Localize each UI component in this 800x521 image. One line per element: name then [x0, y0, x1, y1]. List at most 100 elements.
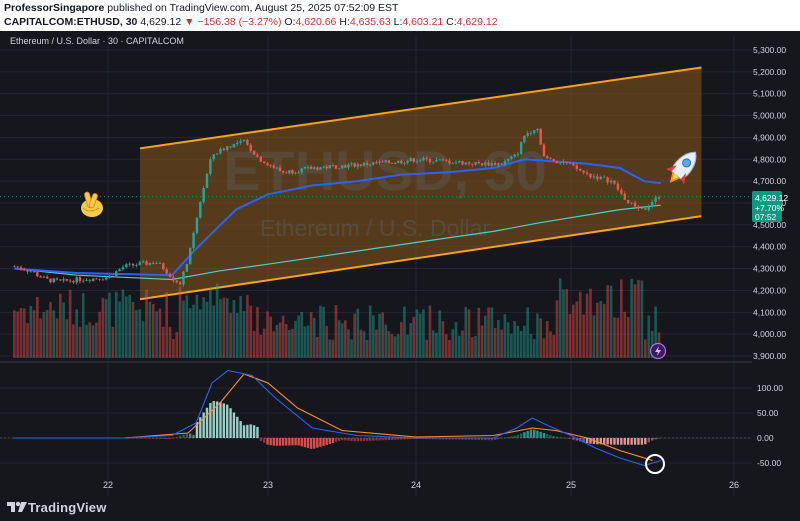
channel[interactable] [139, 66, 702, 301]
volume-bar [545, 320, 549, 358]
macd-histogram-bar [219, 402, 222, 438]
candle-body [458, 161, 461, 163]
price-tick-label: 4,400.00 [753, 242, 786, 252]
volume-bar [454, 321, 458, 358]
volume-bar [444, 334, 448, 358]
candle-body [232, 143, 236, 148]
macd-histogram-bar [480, 438, 484, 441]
candle-body [438, 159, 441, 161]
volume-bar [175, 331, 179, 358]
macd-histogram-bar [572, 438, 575, 440]
volume-bar [412, 317, 416, 358]
macd-histogram-bar [319, 438, 322, 447]
candle-body [72, 280, 75, 283]
moving-averages [0, 158, 752, 281]
volume-bar [526, 307, 529, 358]
candle-body [422, 157, 425, 161]
macd-histogram-bar [523, 432, 526, 438]
volume-bar [575, 301, 579, 358]
candle-body [409, 158, 412, 162]
macd-histogram-bar [306, 438, 310, 449]
volume-bar [616, 317, 620, 358]
volume-bar [606, 285, 609, 358]
macd-histogram-bar [215, 401, 219, 438]
macd-histogram-bar [575, 438, 579, 441]
chart-area[interactable]: ETHUSD, 30 Ethereum / U.S. Dollar 5,300.… [0, 31, 800, 496]
volume-bar [457, 335, 461, 358]
time-axis[interactable]: 22 23 24 25 26 [103, 480, 739, 490]
volume-bar [406, 334, 409, 358]
volume-bar [188, 308, 192, 358]
macd-histogram-bar [246, 424, 249, 438]
macd-histogram-bar [493, 438, 497, 440]
candle-body [300, 168, 303, 173]
volume-bar [340, 323, 344, 358]
candle-body [45, 276, 49, 279]
macd-histogram-bar [471, 438, 474, 440]
macd-histogram-bar [209, 403, 212, 438]
volume-bar [500, 329, 503, 358]
macd-histogram-bar [285, 438, 288, 446]
candle-body [158, 263, 162, 264]
candle-body [589, 173, 592, 178]
macd-line [14, 369, 661, 467]
price-axis[interactable]: 5,300.00 5,200.00 5,100.00 5,000.00 4,900.00… [753, 45, 786, 468]
candle-body [319, 167, 322, 170]
macd-histogram-bar [337, 438, 341, 442]
macd-histogram-bar [431, 438, 435, 440]
volume-histogram [13, 278, 661, 358]
lightning-icon[interactable] [649, 342, 667, 360]
candle-body [441, 159, 445, 161]
candle-body [26, 270, 29, 272]
macd-histogram-bar [606, 438, 609, 445]
macd-histogram-bar [582, 438, 585, 443]
volume-bar [95, 322, 98, 358]
publisher-name[interactable]: ProfessorSingapore [4, 2, 105, 14]
candle-body [477, 161, 481, 164]
candle-body [291, 170, 294, 174]
candle-body [242, 139, 246, 142]
volume-bar [252, 331, 256, 358]
volume-bar [114, 291, 118, 358]
macd-histogram-bar [412, 438, 415, 439]
volume-bar [415, 309, 419, 358]
candle-body [526, 133, 529, 136]
price-tick-label: 4,100.00 [753, 307, 786, 317]
candle-body [32, 271, 36, 273]
macd-histogram-bar [626, 438, 630, 445]
time-tick-label: 26 [729, 480, 739, 490]
candle-body [209, 159, 212, 174]
channel-upper-line[interactable] [139, 66, 702, 150]
macd-histogram-bar [316, 438, 319, 448]
candle-body [212, 154, 215, 160]
macd-histogram-bar [526, 430, 529, 438]
candle-body [125, 264, 128, 268]
channel-lower-line[interactable] [139, 215, 702, 301]
volume-bar [516, 325, 520, 358]
volume-bar [182, 300, 185, 358]
candle-body [115, 271, 118, 277]
macd-histogram-bar [239, 421, 242, 438]
macd-signal-line [14, 373, 653, 462]
volume-bar [198, 309, 202, 358]
volume-bar [589, 288, 592, 358]
macd-histogram-bar [451, 438, 454, 440]
macd-histogram-bar [155, 438, 158, 439]
macd-histogram-bar [272, 438, 275, 446]
candle-body [148, 262, 152, 265]
price-tick-label: 5,200.00 [753, 67, 786, 77]
ma-slow-line [14, 158, 661, 277]
volume-bar [52, 310, 56, 358]
candle-body [616, 183, 620, 190]
macd-histogram-bar [195, 421, 199, 438]
volume-bar [235, 312, 239, 358]
volume-bar [101, 297, 105, 358]
macd-histogram-bar [172, 438, 175, 439]
candle-body [503, 160, 507, 165]
brand-name[interactable]: TradingView [28, 500, 107, 515]
macd-histogram-bar [603, 438, 606, 445]
time-tick-label: 25 [566, 480, 576, 490]
volume-bar [13, 310, 16, 358]
candle-body [390, 162, 394, 164]
volume-bar [39, 318, 42, 358]
